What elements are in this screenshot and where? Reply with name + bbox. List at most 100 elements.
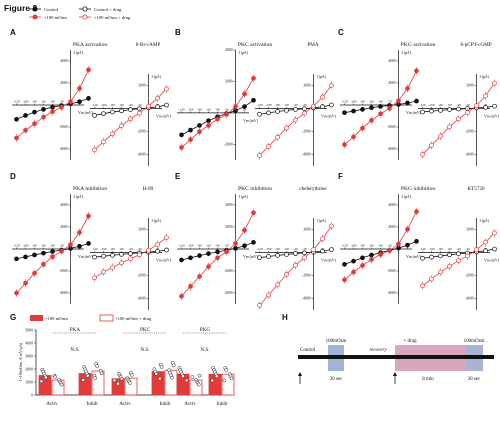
legend-g-high-drug-label: +100 mOsm + drug bbox=[115, 316, 152, 321]
panel-e-left-point bbox=[179, 257, 184, 263]
panel-a-left-x-tick-label: -20 bbox=[59, 100, 64, 104]
panel-d-left-x-tick-label: -80 bbox=[32, 244, 37, 248]
panel-c-right-y-tick-label: -2000 bbox=[465, 130, 474, 134]
panel-g-data-point bbox=[224, 368, 229, 372]
panel-a-left-y-tick-label: 2000 bbox=[60, 81, 67, 85]
panel-a-left-point bbox=[50, 109, 55, 114]
panel-g-data-point bbox=[157, 376, 162, 381]
legend-g-high-label: +100 mOsm bbox=[45, 316, 68, 321]
legend-high-marker bbox=[32, 14, 38, 20]
panel-e-left-y-tick-label: 4000 bbox=[225, 203, 232, 207]
panel-c-right-point bbox=[420, 152, 425, 157]
panel-g-data-point bbox=[170, 375, 174, 380]
panel-letter-b: B bbox=[175, 28, 181, 37]
panel-h-duration-right: 30 sec bbox=[468, 377, 481, 382]
panel-b-right-x-tick-label: -120 bbox=[256, 103, 262, 107]
panel-b-right-point bbox=[311, 103, 316, 109]
panel-b-left-point bbox=[224, 112, 229, 117]
panel-g-y-tick-label: 4000 bbox=[25, 341, 33, 345]
panel-title-e: PKC inhibition bbox=[238, 186, 272, 192]
panel-a-right-point bbox=[92, 113, 97, 118]
panel-b-right-point bbox=[284, 125, 289, 131]
panel-e-right-x-tick-label: -20 bbox=[302, 247, 307, 251]
panel-b-right-x-tick-label: -20 bbox=[302, 103, 307, 107]
panel-c-left-y-tick-label: 4000 bbox=[388, 59, 395, 63]
panel-e-right-point bbox=[329, 223, 334, 229]
panel-g-data-point bbox=[229, 376, 234, 381]
panel-g-group-label: PKG bbox=[200, 327, 211, 333]
panel-e-right-x-tick-label: -100 bbox=[265, 247, 271, 251]
panel-g-bar-high bbox=[208, 373, 222, 396]
panel-g-group-label: PKA bbox=[70, 327, 81, 333]
panel-b-left-point bbox=[188, 127, 193, 133]
drug-label-d: H-89 bbox=[143, 186, 154, 192]
panel-f-left-point bbox=[396, 241, 401, 247]
panel-b-right-y-tick-label: 2000 bbox=[303, 84, 310, 88]
panel-f-right-point bbox=[438, 253, 443, 259]
panel-d-right-point bbox=[155, 248, 160, 254]
panel-b-left-y-tick-label: 2000 bbox=[225, 80, 232, 84]
panel-f-right-point bbox=[429, 276, 434, 282]
panel-e-left-x-tick-label: -120 bbox=[178, 244, 184, 248]
panel-d-left-y-tick-label: 4000 bbox=[60, 203, 67, 207]
panel-d-left-x-tick-label: -120 bbox=[13, 244, 19, 248]
up-arrow-icon bbox=[393, 372, 397, 376]
panel-a-left-x-label: Vm (mV) bbox=[78, 111, 94, 115]
panel-f-right-x-tick-label: -100 bbox=[428, 247, 434, 251]
panel-d-left-point bbox=[14, 256, 19, 262]
panel-b-right-x-label: Vm (mV) bbox=[321, 115, 337, 119]
panel-h-duration-left: 30 sec bbox=[330, 377, 343, 382]
panel-e-left-point bbox=[242, 243, 247, 249]
panel-b-left-y-label: I (pA) bbox=[239, 51, 249, 55]
drug-label-f: KT5720 bbox=[467, 186, 485, 192]
panel-c-right-point bbox=[429, 142, 434, 148]
panel-d-left-point bbox=[77, 230, 82, 235]
legend-control-marker bbox=[32, 6, 38, 12]
panel-a-left-point bbox=[32, 109, 37, 115]
panel-e-right-point bbox=[320, 236, 325, 242]
panel-f-right-point bbox=[492, 246, 497, 252]
panel-a-left-x-tick-label: -100 bbox=[22, 100, 28, 104]
panel-f-right-point bbox=[420, 255, 425, 261]
panel-d-left-x-label: Vm (mV) bbox=[78, 255, 94, 259]
panel-e-right-y-tick-label: -4000 bbox=[302, 297, 311, 301]
panel-b-left-x-tick-label: 20 bbox=[243, 107, 247, 111]
panel-b-right-point bbox=[257, 111, 262, 117]
panel-f-left-point bbox=[369, 257, 374, 262]
panel-d-right-point bbox=[146, 247, 151, 253]
panel-f-left-point bbox=[405, 226, 410, 232]
panel-f-right-x-tick-label: -60 bbox=[447, 247, 452, 251]
panel-c-left-point bbox=[369, 118, 374, 123]
panel-d-right-point bbox=[128, 256, 133, 262]
panel-title-a: PKA activation bbox=[73, 42, 108, 48]
panel-f-left-x-tick-label: -20 bbox=[387, 244, 392, 248]
panel-c-left-x-tick-label: -60 bbox=[369, 100, 374, 104]
panel-a-left-point bbox=[68, 99, 73, 105]
panel-title-c: PKG activation bbox=[401, 42, 436, 48]
panel-b-left-point bbox=[197, 129, 202, 135]
panel-a-right-point bbox=[146, 103, 151, 109]
panel-c-right-point bbox=[447, 124, 452, 130]
panel-g-ns-label: N.S. bbox=[70, 347, 79, 353]
panel-e-right-point bbox=[257, 303, 262, 308]
panel-letter-c: C bbox=[338, 28, 344, 37]
panel-a-left-y-label: I (pA) bbox=[74, 51, 84, 55]
panel-e-left-y-tick-label: -4000 bbox=[224, 291, 233, 295]
panel-d-left-y-label: I (pA) bbox=[74, 195, 84, 199]
panel-g-data-point bbox=[85, 373, 90, 378]
panel-g-y-tick-label: 3000 bbox=[25, 354, 33, 358]
panel-c-right-point bbox=[438, 107, 443, 113]
panel-d-right-x-label: Vm (mV) bbox=[156, 259, 172, 263]
panel-e-left-x-tick-label: -40 bbox=[215, 244, 220, 248]
panel-f-right-point bbox=[456, 258, 461, 263]
panel-a-left-point bbox=[41, 107, 46, 112]
panel-c-left-x-tick-label: -100 bbox=[350, 100, 356, 104]
panel-e-left-point bbox=[251, 210, 256, 216]
panel-d-right-x-tick-label: -80 bbox=[110, 247, 115, 251]
panel-letter-f: F bbox=[338, 172, 343, 181]
panel-e-left-y-tick-label: -2000 bbox=[224, 269, 233, 273]
panel-a-right-x-tick-label: -100 bbox=[100, 103, 106, 107]
panel-b-right-point bbox=[284, 107, 289, 113]
panel-b-left-x-tick-label: -80 bbox=[197, 107, 202, 111]
